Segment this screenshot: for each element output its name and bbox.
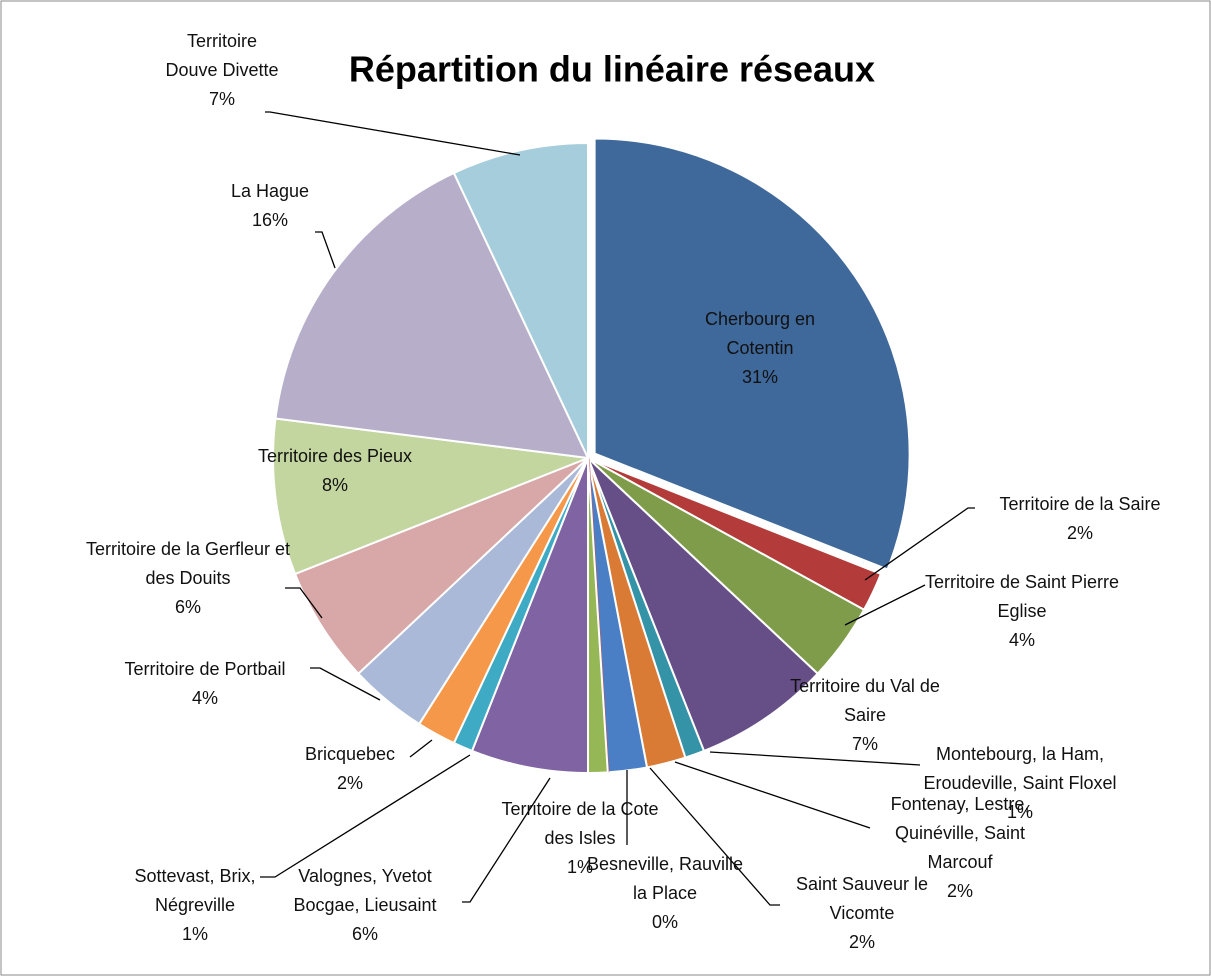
slice-name: Territoire du Val de Saire (790, 676, 940, 725)
slice-value: 0% (651, 912, 678, 932)
pie-label: Bricquebec 2% (290, 740, 410, 798)
slice-name: Territoire des Pieux (257, 446, 413, 466)
slice-value: 1% (1006, 802, 1033, 822)
leader-line (462, 777, 551, 903)
slice-name: Territoire Douve Divette (165, 31, 279, 80)
slice-name: Montebourg, la Ham, Eroudeville, Saint F… (923, 744, 1117, 793)
slice-name: Territoire de Saint Pierre Eglise (924, 572, 1120, 621)
slice-name: Bricquebec (304, 744, 396, 764)
slice-value: 1% (181, 924, 208, 944)
slice-value: 31% (741, 367, 779, 387)
leader-line (265, 111, 521, 156)
slice-value: 6% (351, 924, 378, 944)
slice-value: 2% (848, 932, 875, 952)
slice-value: 2% (946, 881, 973, 901)
pie-slice (272, 417, 589, 576)
slice-value: 6% (174, 597, 201, 617)
leader-line (409, 739, 433, 758)
slice-name: Saint Sauveur le Vicomte (795, 874, 929, 923)
slice-name: Territoire de la Cote des Isles (501, 799, 659, 848)
slice-name: Cherbourg en Cotentin (704, 309, 816, 358)
slice-value: 7% (851, 734, 878, 754)
pie-slice (293, 457, 589, 676)
slice-value: 4% (1008, 630, 1035, 650)
pie-label: Besneville, Rauville la Place 0% (585, 850, 745, 937)
slice-value: 4% (191, 688, 218, 708)
slice-name: Territoire de la Gerfleur et des Douits (85, 539, 291, 588)
pie-label: Territoire du Val de Saire 7% (770, 672, 960, 759)
leader-line (844, 584, 926, 626)
pie-label: Territoire de la Cote des Isles 1% (490, 795, 670, 882)
pie-label: Territoire de Saint Pierre Eglise 4% (922, 568, 1122, 655)
pie-slice (470, 457, 589, 775)
slice-name: Besneville, Rauville la Place (586, 854, 744, 903)
pie-label: Territoire de la Saire 2% (970, 490, 1190, 548)
slice-name: Territoire de la Saire (999, 494, 1161, 514)
pie-label: Territoire des Pieux 8% (235, 442, 435, 500)
leader-line (285, 587, 323, 619)
slice-value: 8% (321, 475, 348, 495)
pie-label: La Hague 16% (200, 177, 340, 235)
pie-label: Saint Sauveur le Vicomte 2% (777, 870, 947, 957)
leader-line (315, 231, 336, 269)
slice-name: Territoire de Portbail (124, 659, 286, 679)
slice-name: Sottevast, Brix, Négreville (134, 866, 256, 915)
pie-label: Fontenay, Lestre, Quinéville, Saint Marc… (865, 790, 1055, 906)
pie-slice (452, 141, 589, 459)
pie-slice (593, 137, 911, 571)
slice-value: 2% (1066, 523, 1093, 543)
pie-slice (587, 457, 820, 753)
pie-label: Cherbourg en Cotentin 31% (685, 305, 835, 392)
pie-label: Territoire Douve Divette 7% (162, 27, 282, 114)
pie-slice (274, 171, 590, 460)
slice-value: 2% (336, 773, 363, 793)
leader-line (864, 507, 975, 581)
slice-value: 1% (566, 857, 593, 877)
leader-line (709, 751, 921, 766)
leader-line (674, 761, 871, 829)
pie-label: Valognes, Yvetot Bocgae, Lieusaint 6% (275, 862, 455, 949)
leader-line (260, 754, 471, 878)
pie-label: Montebourg, la Ham, Eroudeville, Saint F… (915, 740, 1125, 827)
slice-name: Fontenay, Lestre, Quinéville, Saint Marc… (890, 794, 1030, 872)
leader-line (649, 767, 780, 906)
chart-title: Répartition du linéaire réseaux (349, 49, 875, 90)
pie-label: Sottevast, Brix, Négreville 1% (110, 862, 280, 949)
pie-label: Territoire de la Gerfleur et des Douits 6… (78, 535, 298, 622)
pie-label: Territoire de Portbail 4% (95, 655, 315, 713)
slice-value: 16% (251, 210, 289, 230)
slice-name: La Hague (230, 181, 310, 201)
slice-name: Valognes, Yvetot Bocgae, Lieusaint (293, 866, 437, 915)
leader-line (310, 667, 381, 701)
slice-value: 7% (208, 89, 235, 109)
